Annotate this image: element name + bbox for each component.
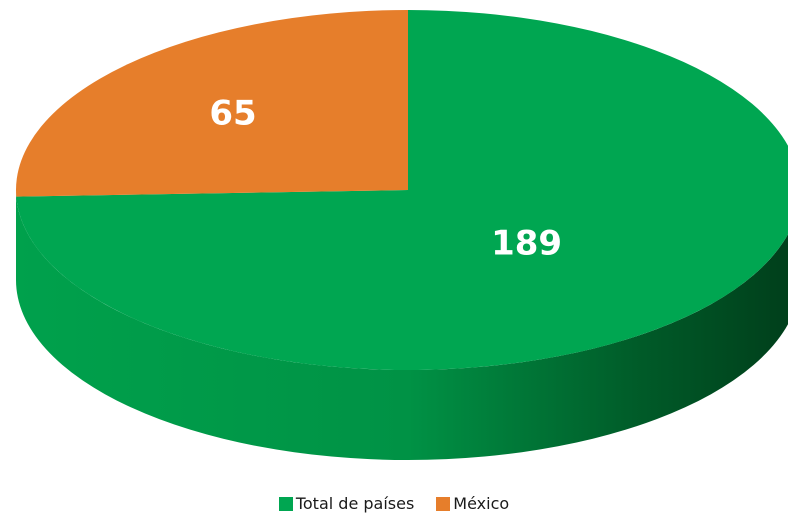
data-label-mexico: 65 bbox=[209, 94, 256, 134]
pie-side-wall bbox=[16, 190, 788, 460]
pie-slice-mexico[interactable] bbox=[15, 10, 408, 197]
legend-item-total-de-paises[interactable]: Total de países bbox=[278, 494, 415, 513]
pie-slice-total-de-paises[interactable] bbox=[16, 10, 788, 370]
legend-label-mexico: México bbox=[453, 494, 510, 513]
legend-item-mexico[interactable]: México bbox=[436, 494, 509, 513]
legend-label-total-de-paises: Total de países bbox=[295, 494, 415, 513]
chart-legend: Total de países México bbox=[0, 494, 788, 513]
legend-swatch-total-de-paises bbox=[278, 496, 293, 511]
data-label-total-de-paises: 189 bbox=[491, 223, 562, 263]
legend-swatch-mexico bbox=[436, 496, 451, 511]
